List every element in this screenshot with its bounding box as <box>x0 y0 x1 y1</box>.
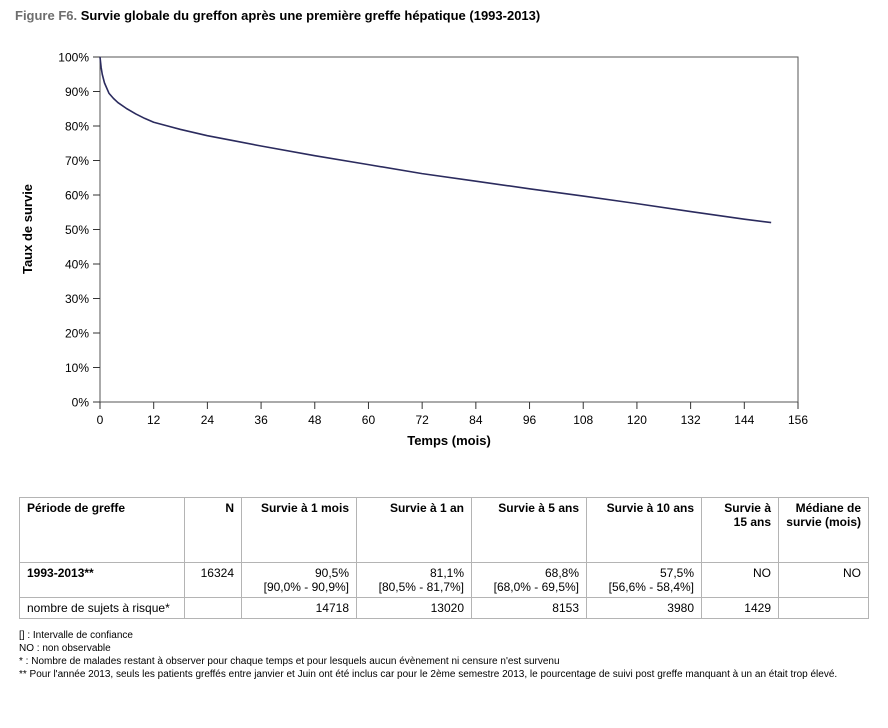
cell-survie-10-ans: 57,5% [56,6% - 58,4%] <box>586 562 702 598</box>
confidence-interval: [90,0% - 90,9%] <box>263 580 349 594</box>
at-risk-5-ans: 8153 <box>471 597 587 619</box>
plot-frame <box>99 56 799 403</box>
footnote: [] : Intervalle de confiance <box>19 630 133 641</box>
figure-title: Figure F6. Survie globale du greffon apr… <box>15 8 540 23</box>
x-tick-label: 156 <box>788 413 808 427</box>
x-tick-label: 48 <box>308 413 322 427</box>
cell-mediane: NO <box>778 562 869 598</box>
footnote: NO : non observable <box>19 643 111 654</box>
x-tick-label: 72 <box>415 413 429 427</box>
survival-table: Période de greffe N Survie à 1 mois Surv… <box>19 497 869 619</box>
at-risk-1-mois: 14718 <box>241 597 357 619</box>
survival-chart: 0% 10% 20% 30% 40% 50% 60% 70% 80% 90% 100% 0 12 24 3… <box>20 51 808 449</box>
x-tick-label: 60 <box>362 413 376 427</box>
cell-survie-1-an: 81,1% [80,5% - 81,7%] <box>356 562 472 598</box>
row-period: 1993-2013** <box>19 562 185 598</box>
footnotes: [] : Intervalle de confiance NO : non ob… <box>19 629 879 681</box>
confidence-interval: [56,6% - 58,4%] <box>608 580 694 594</box>
footnote: * : Nombre de malades restant à observer… <box>19 656 560 667</box>
y-tick-label: 20% <box>65 327 89 341</box>
header-survie-1-an: Survie à 1 an <box>356 497 472 563</box>
row-n: 16324 <box>184 562 242 598</box>
cell-survie-15-ans: NO <box>701 562 779 598</box>
row-label: nombre de sujets à risque* <box>19 597 185 619</box>
header-n: N <box>184 497 242 563</box>
y-tick-label: 90% <box>65 85 89 99</box>
y-tick-label: 10% <box>65 361 89 375</box>
x-tick-label: 108 <box>573 413 593 427</box>
y-tick-label: 100% <box>58 51 89 65</box>
y-axis-label: Taux de survie <box>20 184 35 274</box>
at-risk-15-ans: 1429 <box>701 597 779 619</box>
value: 81,1% <box>429 566 464 580</box>
x-tick-label: 24 <box>201 413 215 427</box>
survival-curve <box>99 56 772 224</box>
x-tick-label: 0 <box>97 413 104 427</box>
x-tick-label: 84 <box>469 413 483 427</box>
at-risk-mediane <box>778 597 869 619</box>
y-axis: 0% 10% 20% 30% 40% 50% 60% 70% 80% 90% 100% <box>58 51 100 410</box>
x-tick-label: 120 <box>627 413 647 427</box>
header-periode: Période de greffe <box>19 497 185 563</box>
footnote: ** Pour l'année 2013, seuls les patients… <box>19 669 838 680</box>
x-tick-label: 132 <box>681 413 701 427</box>
at-risk-10-ans: 3980 <box>586 597 702 619</box>
header-survie-10-ans: Survie à 10 ans <box>586 497 702 563</box>
y-tick-label: 0% <box>72 396 90 410</box>
x-tick-label: 144 <box>734 413 754 427</box>
table-row: nombre de sujets à risque* 14718 13020 8… <box>19 597 869 619</box>
y-tick-label: 80% <box>65 120 89 134</box>
header-survie-15-ans: Survie à 15 ans <box>701 497 779 563</box>
header-survie-1-mois: Survie à 1 mois <box>241 497 357 563</box>
series-layer <box>99 56 772 224</box>
header-mediane: Médiane de survie (mois) <box>778 497 869 563</box>
table-header-row: Période de greffe N Survie à 1 mois Surv… <box>19 497 869 563</box>
confidence-interval: [68,0% - 69,5%] <box>493 580 579 594</box>
confidence-interval: [80,5% - 81,7%] <box>378 580 464 594</box>
y-tick-label: 60% <box>65 189 89 203</box>
y-tick-label: 50% <box>65 223 89 237</box>
y-tick-label: 40% <box>65 258 89 272</box>
x-axis-label: Temps (mois) <box>407 433 491 448</box>
cell-survie-1-mois: 90,5% [90,0% - 90,9%] <box>241 562 357 598</box>
x-tick-label: 96 <box>523 413 537 427</box>
value: 90,5% <box>314 566 349 580</box>
x-axis: 0 12 24 36 48 60 72 84 96 108 120 132 144 156 <box>97 402 808 427</box>
table-row: 1993-2013** 16324 90,5% [90,0% - 90,9%] … <box>19 562 869 598</box>
figure-label: Figure F6. <box>15 8 78 23</box>
value: 57,5% <box>659 566 694 580</box>
y-tick-label: 30% <box>65 292 89 306</box>
chart-title: Survie globale du greffon après une prem… <box>80 8 541 23</box>
at-risk-1-an: 13020 <box>356 597 472 619</box>
value: 68,8% <box>544 566 579 580</box>
x-tick-label: 12 <box>147 413 161 427</box>
header-survie-5-ans: Survie à 5 ans <box>471 497 587 563</box>
row-n <box>184 597 242 619</box>
x-tick-label: 36 <box>254 413 268 427</box>
cell-survie-5-ans: 68,8% [68,0% - 69,5%] <box>471 562 587 598</box>
y-tick-label: 70% <box>65 154 89 168</box>
